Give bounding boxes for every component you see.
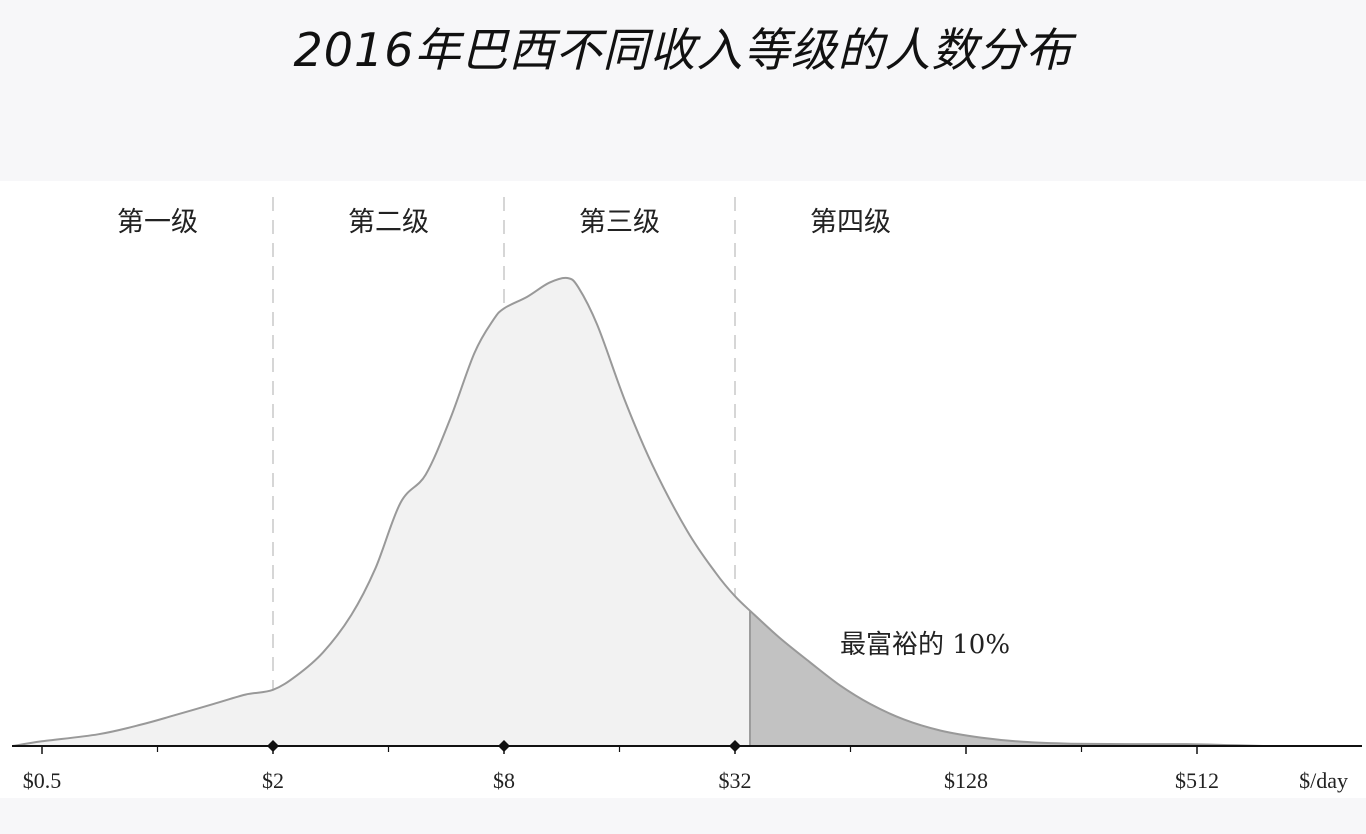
x-tick-label: $2 (262, 768, 284, 793)
x-tick-label: $8 (493, 768, 515, 793)
x-unit-label: $/day (1299, 768, 1348, 793)
distribution-curve (12, 276, 1263, 747)
richest-annotation: 最富裕的 10% (840, 630, 1010, 660)
level-label: 第三级 (579, 207, 660, 238)
x-tick-label: $0.5 (23, 768, 62, 793)
boundary-marker (498, 740, 510, 752)
boundary-marker (267, 740, 279, 752)
level-label: 第一级 (117, 207, 198, 238)
x-tick-label: $32 (719, 768, 752, 793)
boundary-marker (729, 740, 741, 752)
x-tick-label: $128 (944, 768, 988, 793)
x-tick-label: $512 (1175, 768, 1219, 793)
level-label: 第四级 (810, 207, 891, 238)
level-label: 第二级 (348, 207, 429, 238)
distribution-chart: $0.5 $2 $8 $32 $128 $512 $/day 第一级 第二级 第三级 第四级最富裕… (12, 197, 1362, 793)
chart-title: 2016年巴西不同收入等级的人数分布 (293, 23, 1073, 77)
distribution-area (12, 277, 1263, 746)
richest-area (749, 610, 1263, 746)
